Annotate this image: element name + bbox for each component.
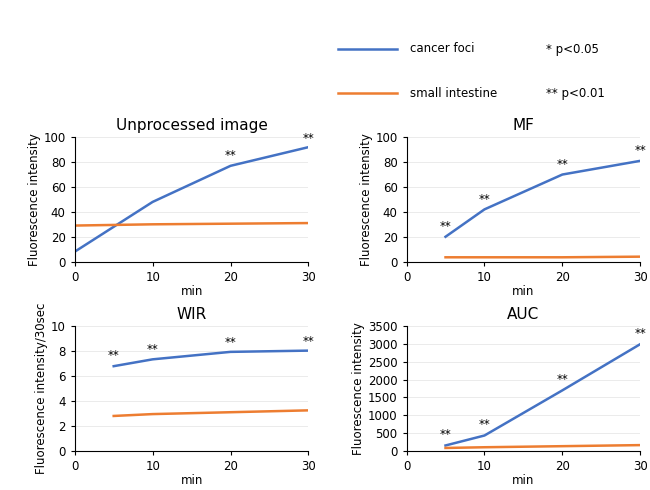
Y-axis label: Fluorescence intensity: Fluorescence intensity <box>28 133 41 266</box>
Title: AUC: AUC <box>507 307 540 322</box>
Text: **: ** <box>478 418 490 431</box>
Text: * p<0.05: * p<0.05 <box>546 43 599 55</box>
Text: **: ** <box>302 335 315 347</box>
Text: **: ** <box>439 220 451 233</box>
X-axis label: min: min <box>512 474 534 487</box>
Text: **: ** <box>634 327 646 340</box>
Text: **: ** <box>225 336 237 349</box>
Text: **: ** <box>147 343 159 356</box>
Text: **: ** <box>556 373 568 386</box>
Text: **: ** <box>225 149 237 162</box>
X-axis label: min: min <box>512 285 534 298</box>
Y-axis label: Fluorescence intensity/30sec: Fluorescence intensity/30sec <box>35 303 48 474</box>
Text: **: ** <box>556 158 568 171</box>
Text: **: ** <box>478 193 490 206</box>
Text: **: ** <box>634 144 646 157</box>
X-axis label: min: min <box>181 474 203 487</box>
Title: MF: MF <box>512 118 534 133</box>
Y-axis label: Fluorescence intensity: Fluorescence intensity <box>359 133 372 266</box>
Text: cancer foci: cancer foci <box>410 43 474 55</box>
Text: ** p<0.01: ** p<0.01 <box>546 87 605 99</box>
Text: **: ** <box>439 428 451 441</box>
X-axis label: min: min <box>181 285 203 298</box>
Text: **: ** <box>108 349 120 363</box>
Title: Unprocessed image: Unprocessed image <box>116 118 268 133</box>
Text: small intestine: small intestine <box>410 87 497 99</box>
Y-axis label: Fluorescence intensity: Fluorescence intensity <box>352 322 365 455</box>
Title: WIR: WIR <box>176 307 207 322</box>
Text: **: ** <box>302 132 315 145</box>
